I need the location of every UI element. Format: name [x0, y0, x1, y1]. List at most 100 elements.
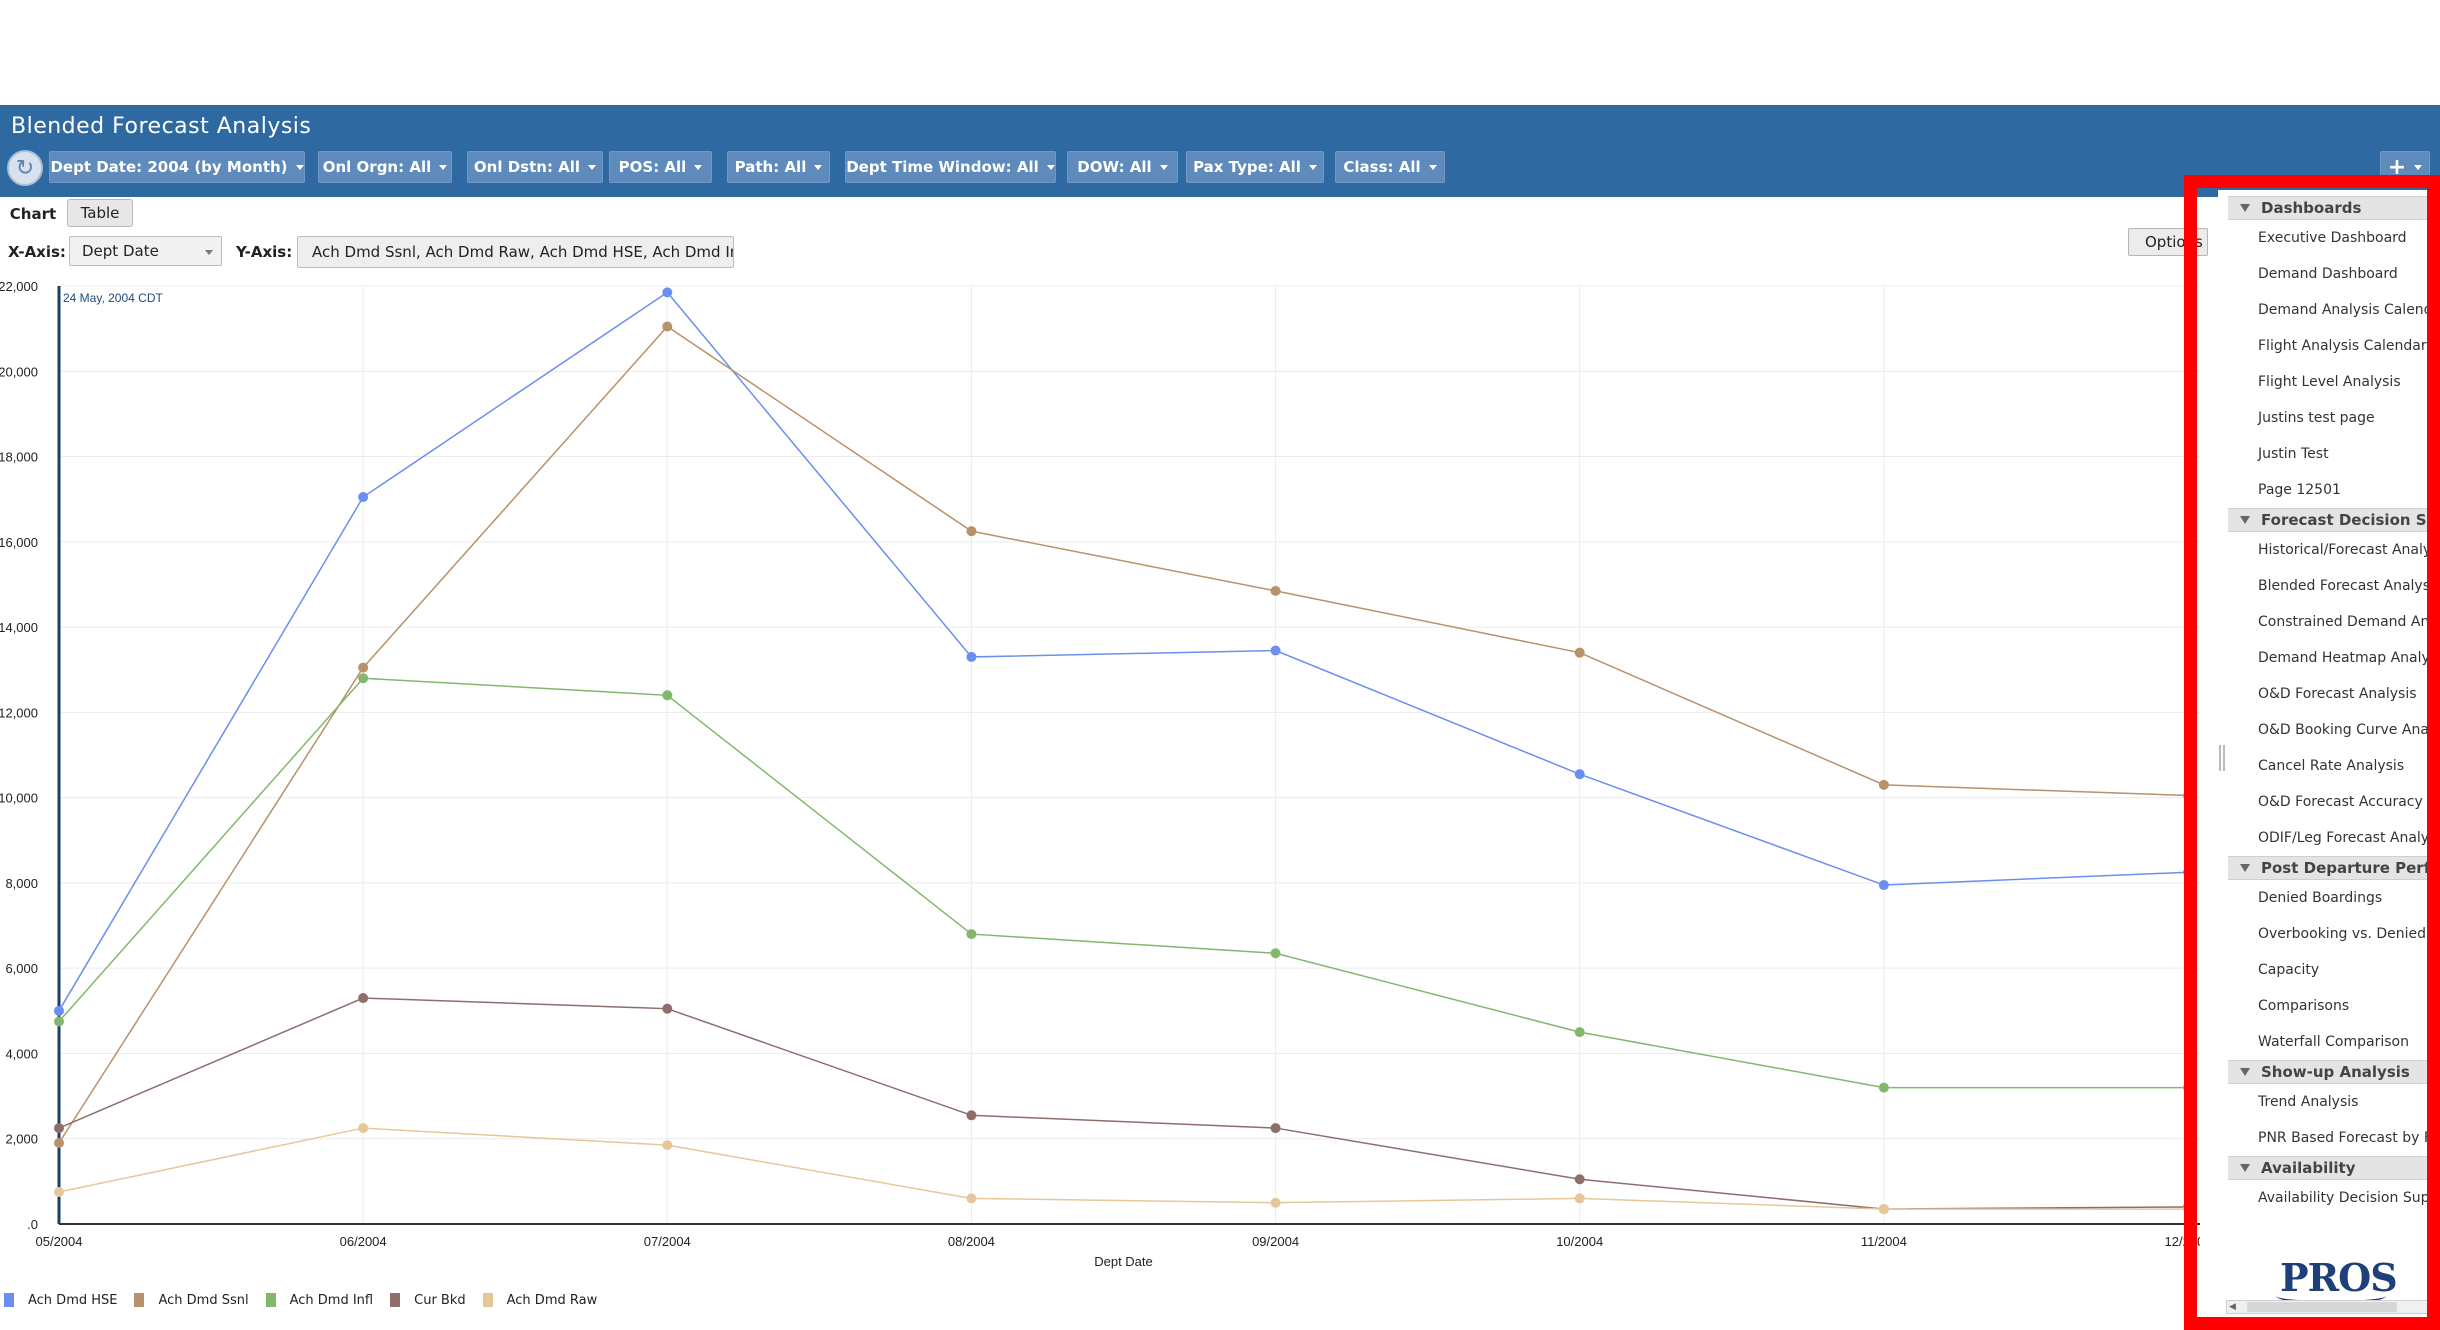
- filter-label: Pax Type: All: [1193, 158, 1301, 176]
- legend-item[interactable]: Ach Dmd Infl: [265, 1293, 373, 1308]
- sidebar-item[interactable]: Flight Analysis Calendar: [2258, 338, 2427, 354]
- legend-item[interactable]: Ach Dmd Raw: [482, 1293, 597, 1308]
- legend-swatch: [134, 1293, 145, 1307]
- sidebar-item[interactable]: Demand Dashboard: [2258, 266, 2398, 282]
- sidebar-section-header[interactable]: Forecast Decision Support: [2228, 508, 2440, 532]
- sidebar-item[interactable]: ODIF/Leg Forecast Analysis: [2258, 830, 2440, 846]
- sidebar-section-title: Post Departure Performance: [2261, 859, 2440, 877]
- data-point: [54, 1016, 64, 1027]
- sidebar-item[interactable]: PNR Based Forecast by Flight: [2258, 1130, 2440, 1146]
- tab-chart[interactable]: Chart: [9, 205, 57, 223]
- series-line: [58, 325, 2189, 1144]
- sidebar-item[interactable]: Waterfall Comparison: [2258, 1034, 2409, 1050]
- sidebar-item[interactable]: Demand Heatmap Analysis: [2258, 650, 2440, 666]
- sidebar-item[interactable]: Blended Forecast Analysis: [2258, 578, 2440, 594]
- data-point: [1270, 645, 1281, 656]
- sidebar-item[interactable]: Availability Decision Support: [2258, 1190, 2440, 1206]
- refresh-icon[interactable]: ↻: [7, 150, 43, 186]
- data-point: [2183, 1204, 2193, 1215]
- options-button[interactable]: Options: [2128, 228, 2208, 256]
- x-tick-label: 06/2004: [340, 1234, 387, 1249]
- sidebar-section-header[interactable]: Availability: [2228, 1156, 2440, 1180]
- y-tick-label: 18,000: [0, 450, 38, 465]
- sidebar-item[interactable]: Constrained Demand Analysis: [2258, 614, 2440, 630]
- chevron-down-icon: [1159, 164, 1168, 170]
- legend-item[interactable]: Ach Dmd HSE: [4, 1293, 117, 1308]
- horizontal-scrollbar[interactable]: ◀: [2226, 1300, 2440, 1314]
- y-tick-label: .0: [27, 1217, 38, 1232]
- filter-button[interactable]: Dept Time Window: All: [845, 151, 1056, 183]
- data-point: [662, 1140, 673, 1151]
- sidebar-item[interactable]: Historical/Forecast Analysis: [2258, 542, 2440, 558]
- sidebar-item[interactable]: Demand Analysis Calendar: [2258, 302, 2440, 318]
- x-tick-label: 09/2004: [1252, 1234, 1299, 1249]
- sidebar-item[interactable]: Overbooking vs. Denied Boardings: [2258, 926, 2440, 942]
- data-point: [662, 321, 673, 332]
- tab-table[interactable]: Table: [67, 199, 133, 227]
- y-axis-select[interactable]: Ach Dmd Ssnl, Ach Dmd Raw, Ach Dmd HSE, …: [297, 236, 734, 268]
- legend-item[interactable]: Ach Dmd Ssnl: [134, 1293, 249, 1308]
- chevron-down-icon: [1046, 164, 1055, 170]
- sidebar-item[interactable]: Page 12501: [2258, 482, 2341, 498]
- data-point: [966, 1110, 977, 1121]
- sidebar-item[interactable]: Cancel Rate Analysis: [2258, 758, 2405, 774]
- sidebar-item[interactable]: O&D Forecast Accuracy: [2258, 794, 2423, 810]
- y-tick-label: 10,000: [0, 791, 38, 806]
- splitter-handle[interactable]: [2219, 745, 2225, 771]
- sidebar-section-header[interactable]: Show-up Analysis: [2228, 1060, 2440, 1084]
- filter-button[interactable]: Pax Type: All: [1186, 151, 1324, 183]
- chevron-down-icon: [1308, 164, 1317, 170]
- x-tick-label: 05/2004: [36, 1234, 83, 1249]
- filter-button[interactable]: Class: All: [1335, 151, 1445, 183]
- top-strip: [0, 0, 2440, 105]
- y-axis-label: Y-Axis:: [236, 243, 293, 261]
- line-chart: .0 2,000 4,000 6,000 8,000 10,000 12,000 14,000…: [0, 279, 2200, 1269]
- sidebar-section-title: Dashboards: [2261, 199, 2362, 217]
- data-point: [1270, 1123, 1281, 1134]
- app-header: Blended Forecast Analysis ↻ Dept Date: 2…: [0, 105, 2440, 197]
- plus-icon: +: [2387, 154, 2407, 180]
- sidebar-item[interactable]: Comparisons: [2258, 998, 2350, 1014]
- sidebar-item[interactable]: Trend Analysis: [2258, 1094, 2359, 1110]
- filter-button[interactable]: Path: All: [727, 151, 830, 183]
- x-axis-select[interactable]: Dept Date: [69, 236, 222, 266]
- filter-label: Class: All: [1343, 158, 1421, 176]
- data-point: [966, 1193, 977, 1204]
- collapse-triangle-icon: [2240, 204, 2250, 212]
- chevron-down-icon: [694, 164, 703, 170]
- sidebar-item[interactable]: Justins test page: [2258, 410, 2375, 426]
- sidebar-section-header[interactable]: Dashboards: [2228, 196, 2440, 220]
- data-point: [966, 526, 977, 537]
- data-point: [54, 1137, 64, 1148]
- collapse-triangle-icon: [2240, 1164, 2250, 1172]
- y-tick-label: 20,000: [0, 364, 38, 379]
- series-line: [58, 1127, 2188, 1210]
- data-point: [54, 1123, 64, 1134]
- sidebar-item[interactable]: Denied Boardings: [2258, 890, 2383, 906]
- data-point: [1574, 1193, 1585, 1204]
- sidebar-item[interactable]: O&D Forecast Analysis: [2258, 686, 2417, 702]
- data-point: [54, 1187, 64, 1198]
- sidebar-item[interactable]: Justin Test: [2258, 446, 2329, 462]
- add-panel-button[interactable]: +: [2380, 151, 2430, 183]
- sidebar-item[interactable]: O&D Booking Curve Analysis: [2258, 722, 2440, 738]
- filter-label: Onl Orgn: All: [322, 158, 432, 176]
- filter-button[interactable]: DOW: All: [1067, 151, 1178, 183]
- y-tick-label: 6,000: [5, 961, 38, 976]
- y-axis-value: Ach Dmd Ssnl, Ach Dmd Raw, Ach Dmd HSE, …: [312, 243, 734, 261]
- data-point: [1270, 1197, 1281, 1208]
- data-point: [1878, 1082, 1889, 1093]
- scroll-left-icon[interactable]: ◀: [2229, 1302, 2236, 1312]
- filter-button[interactable]: Dept Date: 2004 (by Month): [49, 151, 305, 183]
- sidebar-section-header[interactable]: Post Departure Performance: [2228, 856, 2440, 880]
- data-point: [2183, 790, 2193, 801]
- legend-item[interactable]: Cur Bkd: [390, 1293, 466, 1308]
- filter-button[interactable]: Onl Dstn: All: [467, 151, 603, 183]
- sidebar-item[interactable]: Capacity: [2258, 962, 2320, 978]
- data-point: [662, 690, 673, 701]
- sidebar-item[interactable]: Executive Dashboard: [2258, 230, 2407, 246]
- filter-button[interactable]: POS: All: [609, 151, 712, 183]
- sidebar-item[interactable]: Flight Level Analysis: [2258, 374, 2401, 390]
- filter-button[interactable]: Onl Orgn: All: [318, 151, 452, 183]
- scrollbar-thumb[interactable]: [2247, 1302, 2397, 1312]
